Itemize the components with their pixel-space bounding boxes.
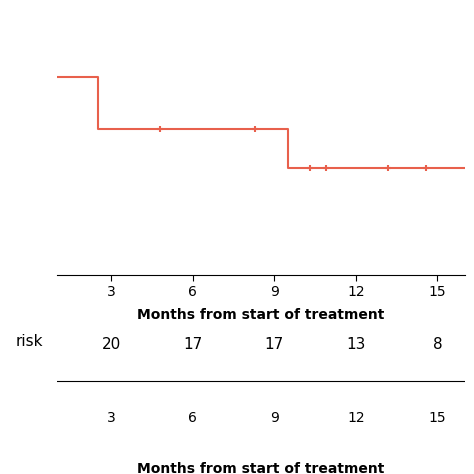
- Text: 6: 6: [188, 411, 197, 425]
- Text: 12: 12: [347, 411, 365, 425]
- Text: 13: 13: [346, 337, 365, 352]
- Text: 15: 15: [428, 411, 446, 425]
- Text: 3: 3: [107, 411, 116, 425]
- Text: 20: 20: [101, 337, 121, 352]
- Text: 9: 9: [270, 411, 279, 425]
- Text: risk: risk: [16, 334, 44, 349]
- Text: 17: 17: [264, 337, 284, 352]
- Text: 8: 8: [433, 337, 442, 352]
- Text: 17: 17: [183, 337, 202, 352]
- X-axis label: Months from start of treatment: Months from start of treatment: [137, 308, 384, 322]
- Text: Months from start of treatment: Months from start of treatment: [137, 462, 384, 474]
